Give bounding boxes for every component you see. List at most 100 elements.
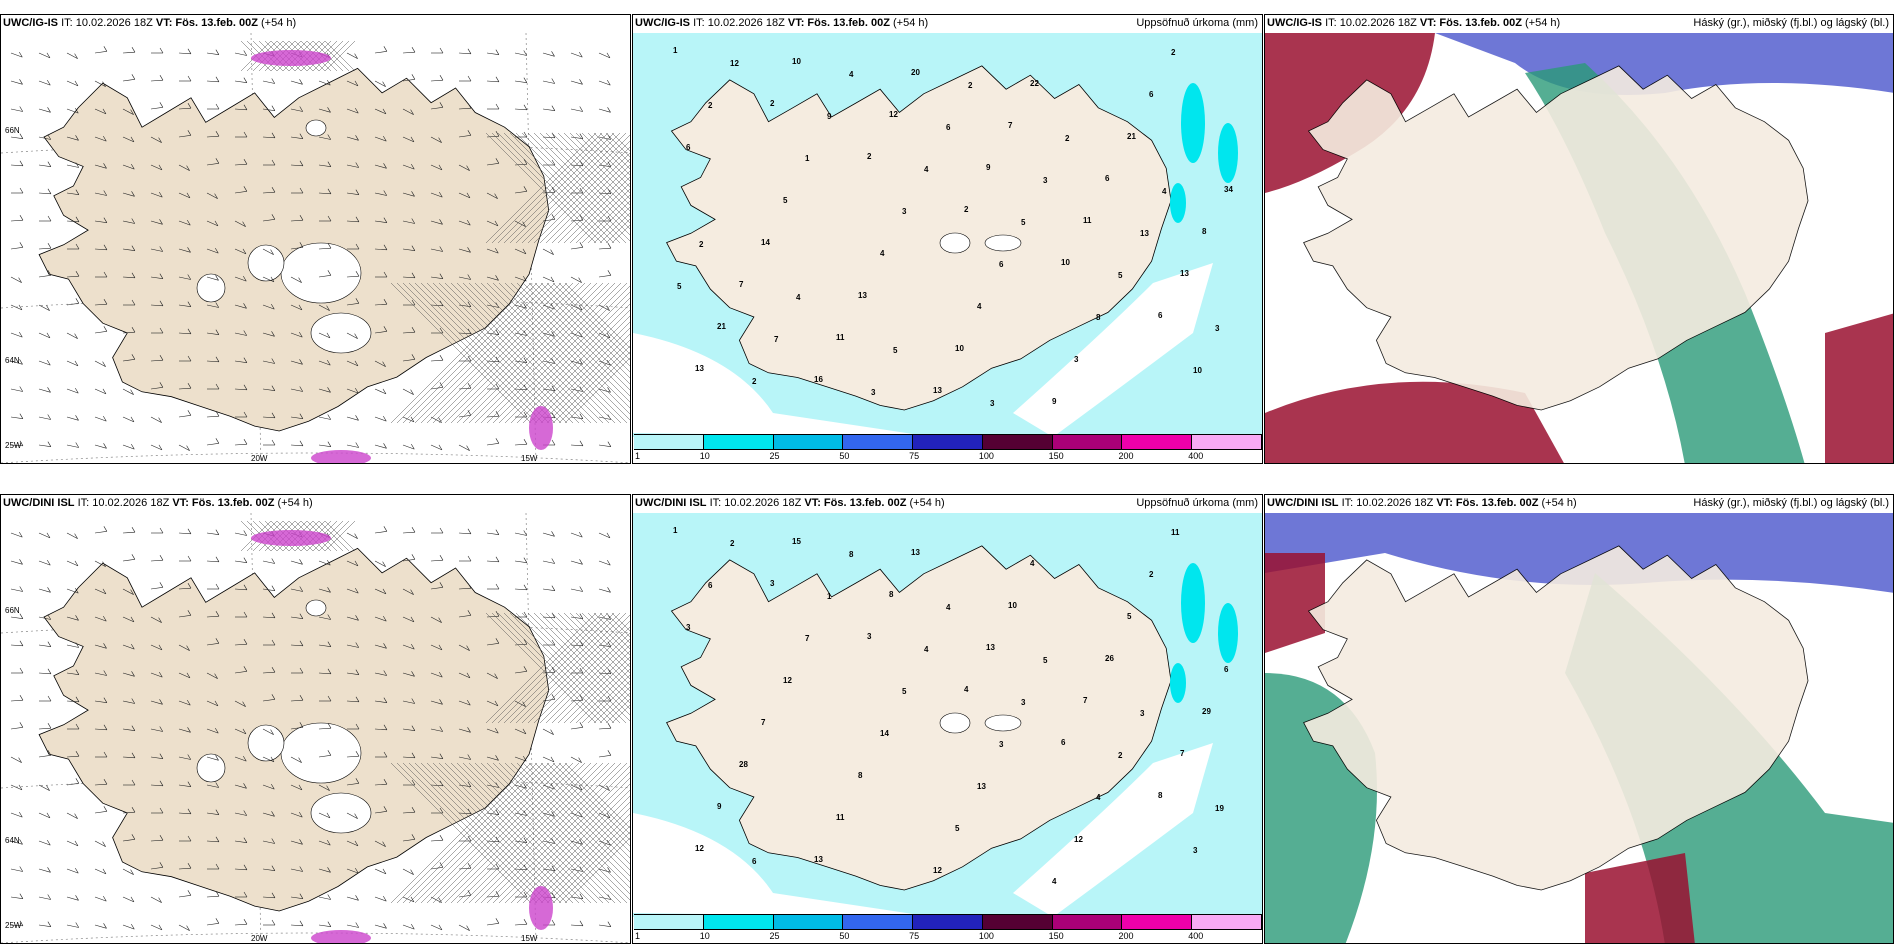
wind-barb-flag (495, 863, 500, 870)
wind-barb-flag (439, 807, 444, 814)
wind-barb (234, 812, 247, 816)
glacier (984, 234, 1022, 252)
wind-barb (94, 331, 107, 334)
wind-barb-flag (187, 781, 192, 787)
wind-barb-flag (75, 669, 80, 675)
wind-barb-flag (551, 159, 556, 166)
wind-barb (542, 588, 555, 591)
hatch-line (527, 132, 630, 236)
wind-barb (234, 80, 247, 83)
wind-barb-flag (467, 355, 472, 362)
wind-barb (66, 700, 79, 703)
wind-barb-flag (383, 415, 387, 422)
wind-barb (430, 192, 443, 198)
wind-barb (206, 923, 219, 926)
wind-barb-flag (74, 533, 78, 539)
wind-barb-flag (299, 866, 303, 872)
wind-barb (514, 671, 527, 674)
wind-barb (262, 896, 275, 899)
wind-barb (122, 588, 134, 595)
wind-barb (542, 191, 555, 194)
wind-barb-flag (215, 782, 219, 788)
wind-barb-flag (523, 303, 527, 309)
wind-barb (598, 304, 610, 311)
wind-barb (346, 108, 359, 114)
wind-barb-flag (215, 76, 220, 82)
precip-value-label: 8 (889, 590, 894, 599)
wind-barb (150, 672, 163, 678)
wind-barb-flag (299, 187, 304, 194)
wind-barb (10, 727, 23, 730)
precip-value-label: 10 (1008, 601, 1017, 610)
hatch-line (564, 282, 630, 349)
wind-barb-flag (271, 892, 276, 898)
wind-barb (346, 672, 359, 675)
wind-barb-flag (550, 276, 555, 283)
wind-barb (570, 784, 583, 791)
wind-barb (10, 868, 23, 872)
wind-barb-flag (187, 274, 191, 280)
wind-barb (262, 812, 275, 817)
wind-barb-flag (383, 923, 387, 929)
wind-barb (346, 220, 359, 223)
wind-barb (262, 868, 275, 871)
wind-barb-flag (102, 588, 107, 595)
wind-barb (542, 136, 555, 139)
wind-barb-flag (159, 555, 164, 561)
wind-barb-flag (158, 924, 163, 931)
wind-barb (318, 360, 331, 366)
panel-title: UWC/IG-IS IT: 10.02.2026 18Z VT: Fös. 13… (1267, 17, 1561, 29)
wind-barb-flag (467, 219, 471, 226)
wind-barb-flag (74, 840, 79, 847)
wind-barb (262, 304, 275, 310)
hatch-line (569, 132, 630, 194)
wind-barb (94, 868, 107, 875)
precip-value-label: 8 (858, 771, 863, 780)
wind-barb (290, 136, 303, 139)
wind-barb-flag (382, 561, 386, 567)
wind-barb (178, 444, 190, 451)
wind-barb-flag (383, 643, 387, 649)
wind-barb-flag (47, 441, 52, 447)
wind-barb (402, 331, 415, 334)
wind-barb (262, 191, 275, 194)
wind-barb (38, 108, 51, 113)
wind-barb (10, 360, 23, 365)
hatch-line (516, 282, 630, 397)
precip-value-label: 3 (902, 207, 907, 216)
hatch-line (564, 837, 630, 904)
hatch-line (402, 762, 544, 904)
precip-value-label: 1 (827, 592, 832, 601)
wind-barb-flag (467, 781, 472, 787)
wind-barb (402, 276, 415, 279)
wind-barb-flag (467, 610, 472, 616)
precip-value-label: 14 (761, 238, 770, 247)
precip-value-label: 3 (867, 632, 872, 641)
wind-barb-flag (551, 531, 555, 537)
wind-barb-flag (579, 215, 584, 221)
precip-value-label: 2 (867, 152, 872, 161)
wind-barb (178, 895, 191, 898)
hatch-line (420, 282, 562, 424)
wind-barb (10, 164, 23, 167)
wind-barb-flag (187, 610, 192, 616)
wind-barb-flag (19, 586, 23, 592)
wind-barb-flag (467, 727, 471, 733)
wind-barb-flag (551, 865, 556, 871)
wind-barb (38, 840, 51, 846)
wind-barb-flag (299, 722, 304, 728)
wind-barb (178, 587, 191, 590)
wind-barb-flag (411, 643, 415, 650)
wind-barb-flag (355, 271, 360, 277)
wind-barb-flag (159, 780, 164, 786)
precip-value-label: 12 (730, 59, 739, 68)
wind-barb-flag (383, 526, 388, 532)
wind-barb-flag (438, 137, 442, 143)
wind-barb (290, 164, 303, 167)
wind-barb (290, 80, 303, 85)
wind-barb (66, 896, 79, 901)
wind-barb (94, 108, 107, 115)
wind-barb-flag (75, 922, 79, 928)
wind-barb (206, 643, 219, 646)
hatch-line (468, 762, 610, 904)
